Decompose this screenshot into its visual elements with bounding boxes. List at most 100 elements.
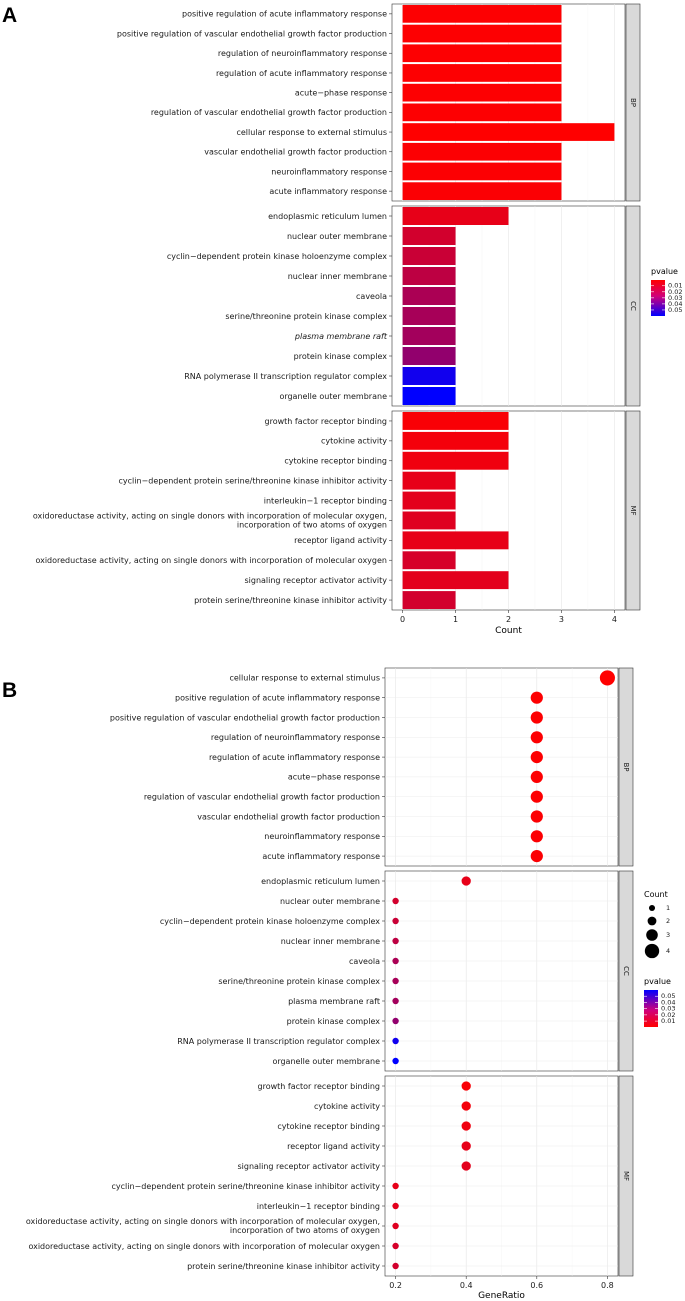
panel-a-category-label: acute inflammatory response xyxy=(269,187,387,196)
panel-a-facet-strip xyxy=(625,205,641,407)
panel-a-bar xyxy=(402,267,456,285)
panel-a-x-tick-label: 2 xyxy=(506,615,511,624)
panel-b-point xyxy=(530,830,543,843)
panel-b-color-legend-title: pvalue xyxy=(644,977,671,986)
panel-a-category-label: cyclin−dependent protein kinase holoenzy… xyxy=(167,252,387,261)
panel-a-category-label: oxidoreductase activity, acting on singl… xyxy=(35,556,387,565)
panel-b-category-label: interleukin−1 receptor binding xyxy=(257,1202,380,1211)
panel-b-point xyxy=(461,1161,471,1171)
panel-b-color-legend-tick-label: 0.02 xyxy=(661,1011,675,1019)
panel-b-color-legend-tick-label: 0.03 xyxy=(661,1005,675,1013)
panel-b-category-label: caveola xyxy=(349,957,380,966)
panel-a-bar-chart: positive regulation of acute inflammator… xyxy=(33,3,682,636)
panel-b-point xyxy=(461,1081,471,1091)
panel-b-size-legend-label: 1 xyxy=(666,904,670,912)
panel-a-bar xyxy=(402,571,509,590)
panel-b-point xyxy=(392,957,399,965)
panel-a-bar xyxy=(402,64,562,82)
panel-a-legend-tick-label: 0.03 xyxy=(668,294,682,302)
panel-b-category-label: positive regulation of vascular endothel… xyxy=(110,713,380,722)
panel-a-bar xyxy=(402,83,562,102)
panel-a-category-label: RNA polymerase II transcription regulato… xyxy=(184,372,387,381)
panel-b-point xyxy=(530,850,543,863)
panel-a-bar xyxy=(402,4,562,23)
panel-a-bar xyxy=(402,431,509,450)
panel-b-size-legend-label: 3 xyxy=(666,931,670,939)
panel-a-facet-strip-label: CC xyxy=(629,301,637,311)
panel-a-bar xyxy=(402,182,562,201)
panel-a-category-label: organelle outer membrane xyxy=(279,392,387,401)
panel-a-bar xyxy=(402,491,456,510)
panel-a-category-label: acute−phase response xyxy=(295,88,387,97)
panel-b-point xyxy=(530,770,543,784)
panel-b-point xyxy=(392,1037,399,1045)
panel-b-x-tick-label: 0.8 xyxy=(601,1281,614,1290)
panel-a-category-label: serine/threonine protein kinase complex xyxy=(225,312,387,321)
panel-a-category-label: signaling receptor activator activity xyxy=(244,576,387,585)
panel-b-x-axis-title: GeneRatio xyxy=(478,1291,525,1301)
panel-a-category-label: vascular endothelial growth factor produ… xyxy=(204,148,387,157)
panel-a-legend-title: pvalue xyxy=(651,267,678,276)
panel-b-facet-strip-label: MF xyxy=(622,1171,630,1181)
panel-b-point xyxy=(392,977,399,985)
panel-b-dot-plot: cellular response to external stimulus po… xyxy=(26,667,675,1301)
panel-a-category-label: protein serine/threonine kinase inhibito… xyxy=(194,596,387,605)
panel-b-point xyxy=(392,1262,399,1270)
panel-a-bar xyxy=(402,123,615,141)
panel-b-point xyxy=(461,1141,471,1151)
panel-a-category-label: positive regulation of vascular endothel… xyxy=(117,29,387,38)
panel-b-category-label: cyclin−dependent protein kinase holoenzy… xyxy=(160,917,380,926)
panel-a-facet-strip-label: MF xyxy=(629,505,637,515)
panel-b-point xyxy=(530,691,543,704)
panel-a-legend-tick-label: 0.02 xyxy=(668,288,682,296)
panel-a-x-tick-label: 4 xyxy=(612,615,617,624)
panel-b-category-label: regulation of neuroinflammatory response xyxy=(211,733,380,742)
panel-b-category-label: cyclin−dependent protein serine/threonin… xyxy=(111,1182,380,1191)
panel-b-size-legend-title: Count xyxy=(644,890,668,899)
panel-a-category-label: cellular response to external stimulus xyxy=(236,128,387,137)
panel-a-bar xyxy=(402,247,456,265)
panel-a-bar xyxy=(402,471,456,490)
panel-a-bar xyxy=(402,347,456,365)
panel-b-legend-colorbar xyxy=(644,990,658,1027)
panel-a-category-label: growth factor receptor binding xyxy=(265,417,387,426)
panel-b-size-legend-key xyxy=(646,929,658,941)
panel-a-category-label: regulation of neuroinflammatory response xyxy=(218,49,387,58)
panel-a-x-tick-label: 0 xyxy=(400,615,405,624)
panel-a-category-label: regulation of acute inflammatory respons… xyxy=(216,69,387,78)
panel-a-bar xyxy=(402,531,509,550)
panel-a-category-label: plasma membrane raft xyxy=(294,332,388,341)
panel-b-point xyxy=(530,711,543,724)
panel-b-category-label: serine/threonine protein kinase complex xyxy=(218,977,380,986)
panel-b-category-label: acute inflammatory response xyxy=(262,852,380,861)
panel-b-point xyxy=(461,876,471,886)
panel-b-color-legend-tick-label: 0.04 xyxy=(661,998,675,1006)
panel-a-bar xyxy=(402,44,562,63)
panel-a-bar xyxy=(402,511,456,530)
panel-b-category-label: acute−phase response xyxy=(288,773,380,782)
panel-a-bar xyxy=(402,591,456,610)
panel-a-category-label: neuroinflammatory response xyxy=(271,167,387,176)
panel-a-legend-colorbar xyxy=(651,280,665,316)
panel-b-facet-strip xyxy=(618,1075,634,1277)
panel-a-bar xyxy=(402,411,509,430)
panel-a-bar xyxy=(402,24,562,43)
panel-a-category-label: positive regulation of acute inflammator… xyxy=(182,10,387,19)
panel-b-point xyxy=(530,751,543,764)
panel-a-bar xyxy=(402,387,456,405)
panel-a-x-tick-label: 1 xyxy=(453,615,458,624)
panel-a-category-label: receptor ligand activity xyxy=(294,536,387,545)
panel-a-bar xyxy=(402,162,562,181)
panel-b-point xyxy=(461,1121,471,1131)
panel-b-size-legend-label: 4 xyxy=(666,947,670,955)
panel-b-point xyxy=(392,897,399,905)
panel-a-bar xyxy=(402,551,456,570)
panel-b-category-label: growth factor receptor binding xyxy=(258,1082,380,1091)
panel-b-category-label: regulation of vascular endothelial growt… xyxy=(144,793,380,802)
panel-b-point xyxy=(599,670,615,686)
panel-b-point xyxy=(392,1222,399,1230)
panel-a-category-label: nuclear outer membrane xyxy=(287,232,387,241)
panel-a-category-label: interleukin−1 receptor binding xyxy=(264,496,387,505)
panel-b-x-tick-label: 0.4 xyxy=(460,1281,473,1290)
